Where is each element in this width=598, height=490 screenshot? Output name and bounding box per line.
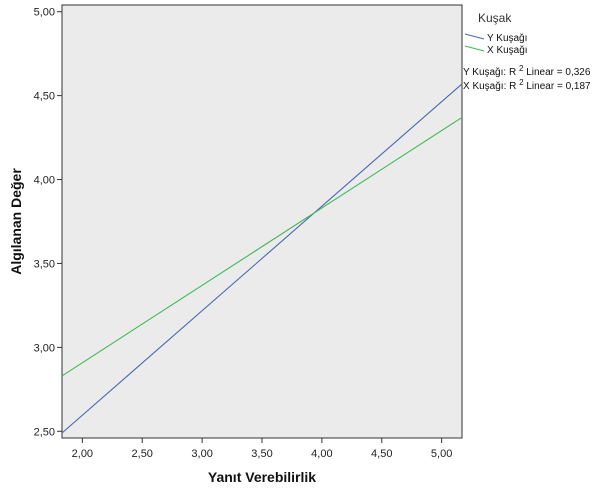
y-tick-label: 3,00 xyxy=(34,342,55,354)
x-tick-label: 2,00 xyxy=(72,448,93,460)
x-tick-label: 4,50 xyxy=(371,448,392,460)
x-tick-label: 3,50 xyxy=(251,448,272,460)
series-lines xyxy=(61,83,463,434)
legend-label-x-kusagi: X Kuşağı xyxy=(487,45,528,56)
fit-note-suffix: Linear = 0,326 xyxy=(526,67,591,78)
x-tick-label: 5,00 xyxy=(431,448,452,460)
legend-label-y-kusagi: Y Kuşağı xyxy=(487,33,527,44)
x-axis-title: Yanıt Verebilirlik xyxy=(208,469,316,485)
fit-note-superscript: 2 xyxy=(519,64,524,73)
fit-note-x-kusagi: X Kuşağı: R 2 Linear = 0,187 xyxy=(463,77,591,92)
legend-swatch-x-kusagi xyxy=(464,45,485,52)
fit-note-suffix: Linear = 0,187 xyxy=(526,81,591,92)
legend-title: Kuşak xyxy=(478,11,512,25)
y-axis-title: Algılanan Değer xyxy=(8,168,24,275)
plot-area xyxy=(61,4,463,439)
fit-note-y-kusagi: Y Kuşağı: R 2 Linear = 0,326 xyxy=(463,63,591,78)
series-line-x-kusagi xyxy=(61,116,463,377)
y-tick-label: 4,50 xyxy=(34,91,55,103)
y-tick-label: 3,50 xyxy=(34,258,55,270)
fit-note-superscript: 2 xyxy=(519,78,524,87)
legend: Kuşak Y Kuşağı X Kuşağı Y Kuşağı: R 2 Li… xyxy=(463,11,591,92)
fit-note-prefix: X Kuşağı: R xyxy=(463,81,516,92)
y-tick-label: 4,00 xyxy=(34,175,55,187)
series-line-y-kusagi xyxy=(61,83,463,434)
x-tick-label: 2,50 xyxy=(132,448,153,460)
y-tick-label: 2,50 xyxy=(34,426,55,438)
x-tick-label: 3,00 xyxy=(191,448,212,460)
x-tick-label: 4,00 xyxy=(311,448,332,460)
y-axis-ticks: 2,50 3,00 3,50 4,00 4,50 5,00 xyxy=(34,7,62,438)
x-axis-ticks: 2,00 2,50 3,00 3,50 4,00 4,50 5,00 xyxy=(72,438,452,460)
fit-note-prefix: Y Kuşağı: R xyxy=(463,67,516,78)
legend-swatch-y-kusagi xyxy=(464,33,485,40)
y-tick-label: 5,00 xyxy=(34,7,55,19)
